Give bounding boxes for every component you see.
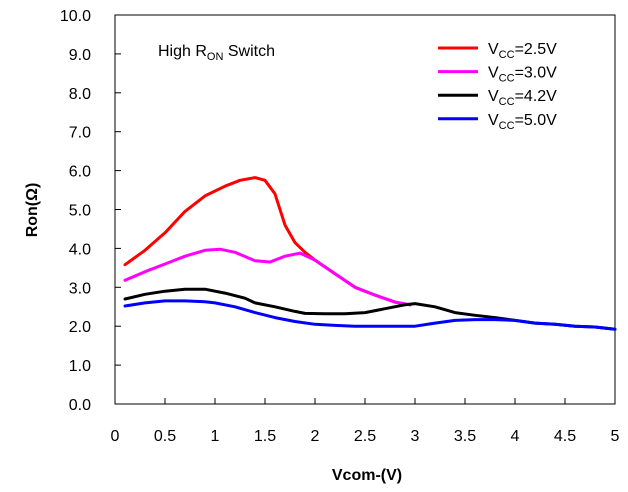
x-tick-label: 1.5	[254, 428, 276, 445]
annotation-main: High R	[158, 43, 207, 60]
y-tick-label: 8.0	[69, 86, 91, 103]
y-axis-label: Ron(Ω)	[24, 183, 41, 238]
x-tick-label: 3	[411, 428, 420, 445]
x-tick-label: 5	[611, 428, 620, 445]
x-tick-label: 4	[511, 428, 520, 445]
x-tick-label: 3.5	[454, 428, 476, 445]
legend-label-1: VCC=3.0V	[488, 65, 557, 85]
legend-label-0: VCC=2.5V	[488, 41, 557, 61]
annotation-background	[150, 39, 283, 67]
y-tick-label: 6.0	[69, 164, 91, 181]
x-tick-label: 2.5	[354, 428, 376, 445]
y-tick-label: 5.0	[69, 203, 91, 220]
y-tick-label: 10.0	[60, 8, 91, 25]
x-tick-label: 0	[111, 428, 120, 445]
y-tick-label: 9.0	[69, 47, 91, 64]
y-tick-label: 4.0	[69, 241, 91, 258]
series-line-3	[123, 299, 617, 331]
legend: VCC=2.5V VCC=3.0V VCC=4.2V VCC=5.0V	[426, 30, 610, 134]
y-tick-label: 3.0	[69, 280, 91, 297]
x-tick-label: 0.5	[154, 428, 176, 445]
series-line-1	[123, 247, 412, 307]
annotation-tail: Switch	[223, 43, 275, 60]
x-tick-label: 2	[311, 428, 320, 445]
annotation-sub: ON	[207, 51, 224, 63]
legend-label-3: VCC=5.0V	[488, 112, 557, 132]
x-tick-label: 4.5	[554, 428, 576, 445]
y-tick-label: 1.0	[69, 358, 91, 375]
legend-label-2: VCC=4.2V	[488, 88, 557, 108]
x-tick-label: 1	[211, 428, 220, 445]
y-tick-label: 7.0	[69, 125, 91, 142]
chart-annotation: High RON Switch	[158, 43, 275, 63]
y-tick-label: 0.0	[69, 397, 91, 414]
x-axis-label: Vcom-(V)	[332, 467, 402, 484]
series-line-0	[123, 176, 412, 307]
y-tick-label: 2.0	[69, 319, 91, 336]
